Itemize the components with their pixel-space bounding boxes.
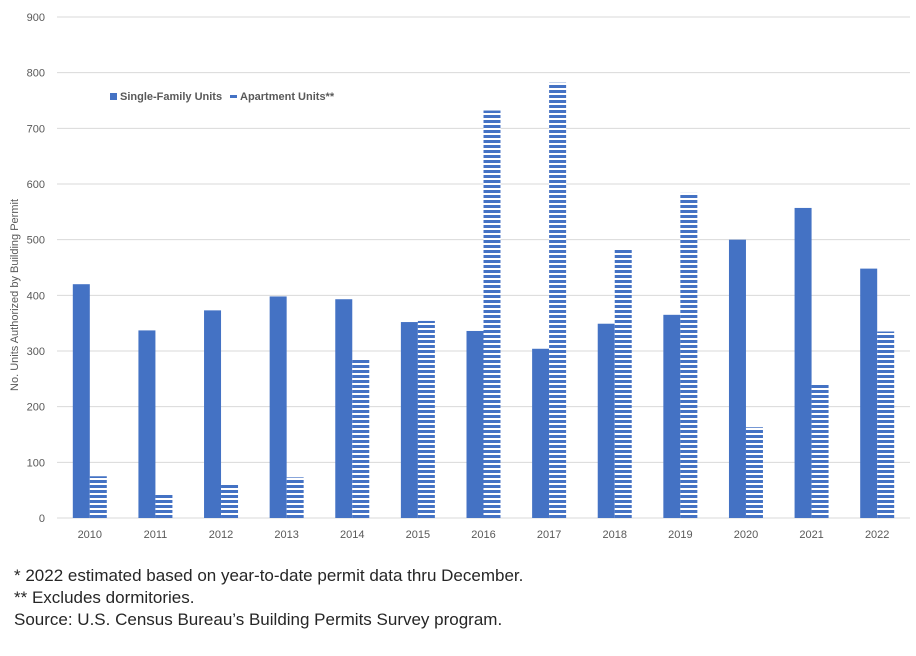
bar-single-family — [663, 314, 681, 518]
bars — [72, 82, 895, 519]
bar-single-family — [532, 348, 550, 518]
bar-apartment — [221, 483, 239, 518]
bar-apartment — [483, 110, 501, 519]
bar-single-family — [597, 323, 615, 518]
bar-single-family — [400, 322, 418, 518]
bar-apartment — [549, 82, 567, 518]
bar-single-family — [466, 330, 484, 518]
bar-apartment — [286, 477, 304, 518]
y-tick-label: 600 — [27, 179, 45, 191]
footnote-source: Source: U.S. Census Bureau’s Building Pe… — [14, 610, 503, 629]
bar-single-family — [138, 330, 156, 518]
bar-apartment — [89, 476, 107, 518]
legend-label: Single-Family Units — [120, 91, 222, 103]
x-tick-label: 2013 — [274, 529, 298, 541]
x-tick-label: 2021 — [799, 529, 823, 541]
bar-single-family — [72, 284, 90, 518]
y-tick-label: 800 — [27, 68, 45, 80]
x-tick-label: 2016 — [471, 529, 495, 541]
y-axis-label: No. Units Authorized by Building Permit — [9, 199, 21, 391]
x-tick-label: 2017 — [537, 529, 561, 541]
x-axis-ticks: 2010 2011 2012 2013 2014 2015 2016 2017 2018 2019… — [78, 529, 890, 541]
y-tick-label: 200 — [27, 402, 45, 414]
y-tick-label: 700 — [27, 123, 45, 135]
x-tick-label: 2022 — [865, 529, 889, 541]
legend: Single-Family Units Apartment Units** — [110, 91, 335, 103]
bar-apartment — [680, 192, 698, 518]
y-tick-label: 400 — [27, 290, 45, 302]
bar-apartment — [614, 248, 632, 518]
bar-apartment — [745, 427, 763, 518]
x-tick-label: 2019 — [668, 529, 692, 541]
bar-single-family — [860, 268, 878, 518]
bar-single-family — [335, 299, 353, 518]
footnotes: * 2022 estimated based on year-to-date p… — [14, 565, 904, 631]
bar-apartment — [877, 331, 895, 518]
y-tick-label: 300 — [27, 346, 45, 358]
x-tick-label: 2018 — [602, 529, 626, 541]
bar-single-family — [794, 207, 812, 519]
x-tick-label: 2011 — [144, 529, 168, 541]
x-tick-label: 2012 — [209, 529, 233, 541]
x-tick-label: 2020 — [734, 529, 758, 541]
y-axis-ticks: 0 100 200 300 400 500 600 700 800 900 — [27, 12, 45, 525]
bar-apartment — [417, 320, 435, 518]
y-tick-label: 0 — [39, 513, 45, 525]
legend-label: Apartment Units** — [240, 91, 335, 103]
y-tick-label: 500 — [27, 235, 45, 247]
legend-swatch-apartment — [230, 93, 237, 100]
x-tick-label: 2015 — [406, 529, 430, 541]
footnote-estimate: * 2022 estimated based on year-to-date p… — [14, 566, 524, 585]
y-tick-label: 100 — [27, 457, 45, 469]
y-tick-label: 900 — [27, 12, 45, 24]
bar-single-family — [204, 310, 222, 518]
bar-single-family — [728, 239, 746, 518]
legend-swatch-single-family — [110, 93, 117, 100]
x-tick-label: 2014 — [340, 529, 364, 541]
bar-apartment — [352, 359, 370, 518]
x-tick-label: 2010 — [78, 529, 102, 541]
footnote-dormitories: ** Excludes dormitories. — [14, 588, 195, 607]
bar-single-family — [269, 296, 287, 518]
bar-apartment — [155, 493, 173, 518]
bar-apartment — [811, 383, 829, 518]
bar-chart: 0 100 200 300 400 500 600 700 800 900 No. Units A… — [9, 12, 910, 541]
